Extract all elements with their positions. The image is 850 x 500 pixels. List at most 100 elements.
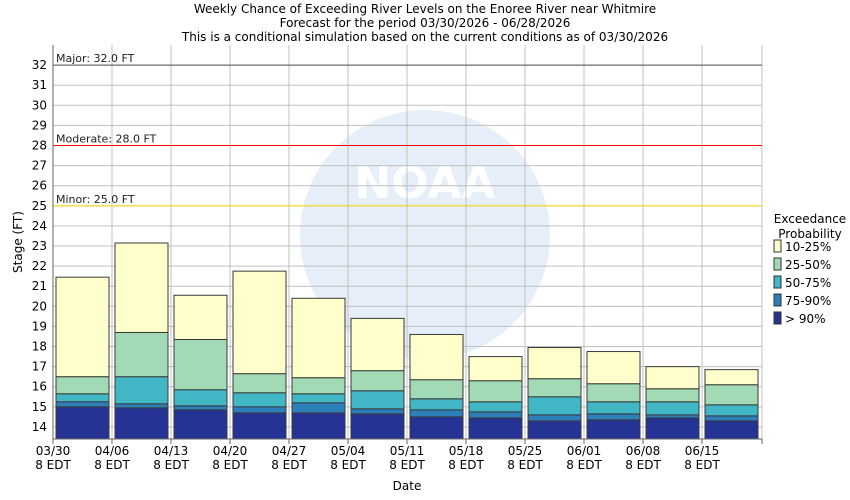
- x-tick-sublabel: 8 EDT: [94, 458, 130, 472]
- x-tick-sublabel: 8 EDT: [271, 458, 307, 472]
- bar-segment-10-25: [173, 294, 228, 340]
- bar-segment-10-25: [645, 366, 700, 390]
- y-tick-label: 28: [32, 139, 47, 153]
- y-tick-label: 32: [32, 58, 47, 72]
- x-tick-label: 05/11: [390, 444, 425, 458]
- y-tick-label: 31: [32, 78, 47, 92]
- legend-title-line2: Probability: [778, 227, 841, 241]
- bar-segment-10-25: [527, 347, 582, 380]
- bar-segment-10-25: [114, 242, 169, 333]
- bar-segment-90: [55, 406, 110, 440]
- bar-segment-25-50: [645, 388, 700, 403]
- bar-segment-10-25: [586, 351, 641, 385]
- x-tick-sublabel: 8 EDT: [625, 458, 661, 472]
- x-tick-label: 04/13: [154, 444, 189, 458]
- bar-segment-10-25: [409, 333, 464, 381]
- bar-segment-25-50: [468, 380, 523, 403]
- y-tick-label: 25: [32, 199, 47, 213]
- bar-segment-10-25: [350, 317, 405, 372]
- bar-segment-50-75: [55, 393, 110, 403]
- x-tick-label: 06/15: [685, 444, 720, 458]
- x-axis-label: Date: [393, 479, 422, 493]
- bar-segment-75-90: [173, 405, 228, 411]
- x-tick-label: 05/25: [508, 444, 543, 458]
- flood-level-label: Moderate: 28.0 FT: [56, 133, 157, 146]
- bar-segment-10-25: [232, 270, 287, 375]
- bar-segment-90: [350, 413, 405, 440]
- legend-label: > 90%: [785, 312, 826, 326]
- y-tick-label: 26: [32, 179, 47, 193]
- x-tick-sublabel: 8 EDT: [448, 458, 484, 472]
- bar-segment-75-90: [114, 403, 169, 409]
- bar-segment-90: [232, 412, 287, 440]
- bar-segment-75-90: [586, 413, 641, 421]
- bar-segment-75-90: [409, 409, 464, 418]
- bar-segment-50-75: [291, 393, 346, 404]
- chart-subtitle-period: Forecast for the period 03/30/2026 - 06/…: [280, 16, 571, 30]
- bar-segment-90: [527, 420, 582, 440]
- legend: Exceedance Probability 10-25% 25-50% 50-75…: [773, 212, 846, 326]
- bar-segment-10-25: [55, 276, 110, 378]
- bar-segment-75-90: [291, 402, 346, 414]
- bar-segment-10-25: [704, 369, 759, 386]
- x-tick-sublabel: 8 EDT: [153, 458, 189, 472]
- x-tick-label: 05/04: [331, 444, 366, 458]
- y-tick-label: 15: [32, 400, 47, 414]
- bar-segment-10-25: [291, 297, 346, 379]
- legend-swatch: [773, 311, 782, 325]
- chart-title: Weekly Chance of Exceeding River Levels …: [194, 2, 656, 16]
- y-tick-label: 30: [32, 98, 47, 112]
- legend-swatch: [773, 257, 782, 271]
- noaa-logo-circle: [300, 110, 550, 360]
- y-tick-label: 22: [32, 259, 47, 273]
- bar-segment-50-75: [409, 398, 464, 411]
- bar-segment-90: [409, 416, 464, 440]
- flood-level-label: Major: 32.0 FT: [56, 52, 135, 65]
- x-tick-sublabel: 8 EDT: [507, 458, 543, 472]
- flood-level-label: Minor: 25.0 FT: [56, 193, 135, 206]
- bar-segment-75-90: [527, 414, 582, 422]
- bar-segment-75-90: [704, 415, 759, 422]
- x-tick-label: 06/08: [626, 444, 661, 458]
- bar-segment-90: [291, 412, 346, 440]
- legend-swatch: [773, 275, 782, 289]
- y-tick-label: 18: [32, 340, 47, 354]
- legend-swatch: [773, 239, 782, 253]
- bar-segment-25-50: [527, 378, 582, 398]
- bar-segment-25-50: [114, 331, 169, 378]
- legend-label: 75-90%: [785, 294, 831, 308]
- bar-segment-25-50: [173, 338, 228, 391]
- bar-segment-50-75: [232, 392, 287, 408]
- y-axis-label: Stage (FT): [11, 211, 25, 273]
- bar-segment-10-25: [468, 356, 523, 382]
- bar-segment-75-90: [232, 406, 287, 414]
- legend-label: 25-50%: [785, 258, 831, 272]
- x-tick-sublabel: 8 EDT: [389, 458, 425, 472]
- bar-segment-50-75: [468, 401, 523, 413]
- bar-segment-75-90: [55, 401, 110, 408]
- bar-segment-25-50: [232, 373, 287, 394]
- bar-segment-75-90: [468, 411, 523, 419]
- bar-segment-90: [704, 420, 759, 440]
- bar-segment-75-90: [350, 408, 405, 415]
- bar-segment-90: [645, 417, 700, 440]
- bar-segment-50-75: [527, 396, 582, 416]
- y-tick-label: 23: [32, 239, 47, 253]
- y-tick-label: 24: [32, 219, 47, 233]
- bar-segment-25-50: [409, 379, 464, 400]
- legend-label: 10-25%: [785, 240, 831, 254]
- y-tick-label: 19: [32, 319, 47, 333]
- x-tick-label: 06/01: [567, 444, 602, 458]
- noaa-watermark: NOAA: [300, 110, 550, 360]
- bar-segment-50-75: [586, 401, 641, 415]
- legend-title-line1: Exceedance: [774, 212, 846, 226]
- bar-segment-25-50: [704, 384, 759, 406]
- legend-label: 50-75%: [785, 276, 831, 290]
- y-tick-label: 27: [32, 159, 47, 173]
- x-tick-sublabel: 8 EDT: [212, 458, 248, 472]
- bar-segment-90: [173, 409, 228, 440]
- x-tick-label: 03/30: [36, 444, 71, 458]
- bar-segment-25-50: [291, 377, 346, 395]
- x-tick-label: 04/06: [95, 444, 130, 458]
